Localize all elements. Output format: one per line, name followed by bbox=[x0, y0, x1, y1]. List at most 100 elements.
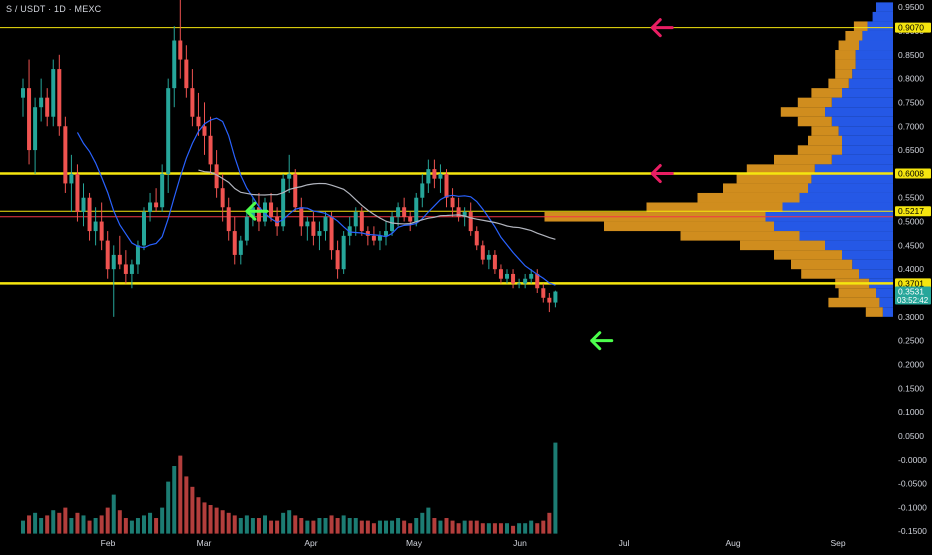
volume-profile-bar-blue bbox=[859, 40, 893, 51]
candle-body bbox=[529, 273, 534, 279]
volume-bar bbox=[244, 515, 249, 534]
volume-bar bbox=[299, 518, 304, 534]
volume-bar bbox=[541, 520, 546, 534]
volume-profile-bar-orange bbox=[746, 164, 815, 174]
candle-body bbox=[517, 283, 522, 285]
volume-profile-bar-blue bbox=[814, 164, 893, 174]
volume-profile-bar-blue bbox=[862, 30, 893, 41]
volume-bar bbox=[317, 518, 322, 534]
volume-bar bbox=[69, 518, 74, 534]
candle-body bbox=[57, 69, 62, 127]
candle-body bbox=[456, 207, 461, 217]
candle-body bbox=[541, 288, 546, 298]
candle-body bbox=[492, 254, 497, 270]
volume-profile-bar-blue bbox=[811, 173, 893, 184]
y-tick-label: 0.8000 bbox=[898, 74, 924, 84]
volume-profile-bar-blue bbox=[842, 145, 893, 155]
volume-bar bbox=[226, 512, 231, 534]
volume-bar bbox=[172, 466, 177, 534]
volume-bar bbox=[365, 520, 370, 534]
volume-bar bbox=[214, 507, 219, 534]
volume-bar bbox=[99, 515, 104, 534]
volume-bar bbox=[293, 515, 298, 534]
candle-body bbox=[129, 264, 134, 274]
x-tick-label: Apr bbox=[304, 538, 317, 548]
candle-body bbox=[75, 173, 80, 213]
candle-body bbox=[414, 197, 419, 222]
y-tick-label: 0.5000 bbox=[898, 217, 924, 227]
volume-profile-bar-blue bbox=[842, 135, 893, 146]
price-label-text: 0.6008 bbox=[898, 169, 924, 179]
volume-bar bbox=[498, 523, 503, 534]
candle-body bbox=[474, 231, 479, 246]
volume-bar bbox=[517, 523, 522, 534]
volume-profile-bar-blue bbox=[855, 59, 893, 70]
candle-body bbox=[142, 212, 146, 246]
volume-profile-bar-orange bbox=[797, 145, 842, 155]
volume-bar bbox=[178, 455, 183, 534]
volume-profile-bar-orange bbox=[811, 126, 839, 136]
volume-bar bbox=[444, 518, 449, 534]
volume-profile-bar-orange bbox=[835, 59, 856, 70]
candle-body bbox=[511, 273, 516, 284]
volume-profile-bar-blue bbox=[848, 78, 893, 89]
volume-profile-bar-blue bbox=[825, 107, 893, 117]
volume-profile-bar-blue bbox=[859, 269, 893, 279]
y-tick-label: 0.1000 bbox=[898, 407, 924, 417]
candle-body bbox=[154, 202, 159, 208]
candle-body bbox=[190, 88, 195, 117]
volume-bar bbox=[269, 520, 274, 534]
x-tick-label: Jun bbox=[513, 538, 527, 548]
candle-body bbox=[359, 212, 364, 232]
candle-body bbox=[117, 254, 122, 265]
candle-body bbox=[432, 169, 437, 179]
candle-body bbox=[111, 254, 116, 270]
candle-body bbox=[27, 88, 32, 151]
volume-bar bbox=[202, 502, 207, 534]
candle-body bbox=[547, 297, 552, 303]
volume-bar bbox=[384, 520, 388, 534]
candle-body bbox=[256, 207, 261, 222]
volume-profile-bar-blue bbox=[867, 21, 893, 31]
candle-body bbox=[384, 231, 388, 236]
candle-body bbox=[390, 216, 395, 232]
candle-body bbox=[480, 245, 485, 260]
volume-bar bbox=[287, 510, 292, 534]
volume-bar bbox=[232, 515, 237, 534]
volume-profile-bar-orange bbox=[774, 250, 842, 260]
price-label-text: 0.5217 bbox=[898, 206, 924, 216]
price-label-text: 0.9070 bbox=[898, 23, 924, 33]
volume-bar bbox=[281, 512, 286, 534]
candle-body bbox=[232, 231, 237, 255]
y-tick-label: 0.5500 bbox=[898, 193, 924, 203]
volume-bar bbox=[123, 518, 128, 534]
volume-bar bbox=[238, 518, 243, 534]
volume-bar bbox=[426, 507, 431, 534]
volume-bar bbox=[250, 518, 255, 534]
volume-bar bbox=[456, 523, 461, 534]
volume-bar bbox=[347, 518, 352, 534]
candle-body bbox=[377, 235, 382, 241]
volume-bar bbox=[275, 520, 280, 534]
symbol-title: S / USDT · 1D · MEXC bbox=[6, 4, 102, 14]
candle-body bbox=[426, 169, 431, 184]
volume-bar bbox=[529, 520, 534, 534]
volume-bar bbox=[438, 520, 443, 534]
volume-bar bbox=[135, 518, 140, 534]
x-tick-label: Feb bbox=[101, 538, 116, 548]
volume-profile-bar-blue bbox=[799, 192, 893, 203]
candle-body bbox=[214, 164, 219, 189]
volume-profile-bar-orange bbox=[723, 183, 808, 193]
candle-body bbox=[462, 212, 467, 217]
volume-profile-bar-orange bbox=[797, 116, 832, 127]
candle-body bbox=[123, 264, 128, 274]
volume-bar bbox=[341, 515, 346, 534]
candle-body bbox=[535, 273, 540, 289]
volume-bar bbox=[462, 520, 467, 534]
candle-body bbox=[371, 235, 376, 241]
y-tick-label: 0.6500 bbox=[898, 145, 924, 155]
candle-body bbox=[51, 69, 56, 117]
volume-bar bbox=[432, 518, 437, 534]
